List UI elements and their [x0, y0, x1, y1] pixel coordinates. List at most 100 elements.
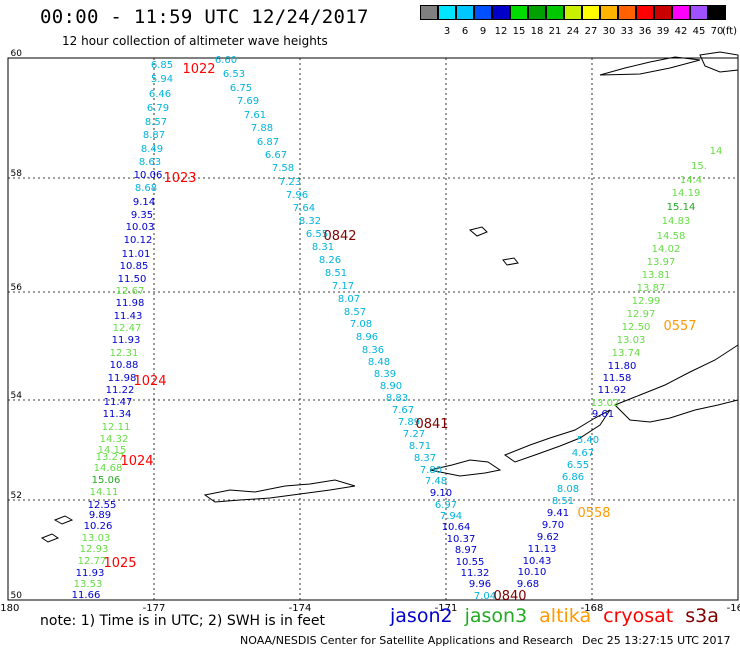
pass-time-label: 1024 — [133, 374, 166, 389]
wave-height-value: 7.96 — [286, 190, 308, 201]
wave-height-value: 6.75 — [230, 83, 252, 94]
wave-height-value: 12.47 — [113, 323, 142, 334]
wave-height-value: 8.31 — [312, 242, 334, 253]
mission-label: s3a — [685, 605, 719, 627]
wave-height-value: 12.93 — [80, 544, 109, 555]
wave-height-value: 9.41 — [547, 508, 569, 519]
wave-height-value: 14.15 — [98, 445, 127, 456]
land-outlines — [40, 51, 739, 543]
wave-height-value: 11.22 — [106, 385, 135, 396]
legend-value: 70 — [710, 26, 724, 37]
wave-height-value: 8.07 — [338, 294, 360, 305]
wave-height-value: 10.64 — [442, 522, 471, 533]
wave-height-value: 8.63 — [139, 157, 161, 168]
wave-height-value: 7.69 — [237, 96, 259, 107]
wave-height-value: 13.97 — [647, 257, 676, 268]
wave-height-value: 13.87 — [637, 283, 666, 294]
wave-height-value: 15. — [691, 161, 707, 172]
wave-height-value: 11.80 — [608, 361, 637, 372]
pass-time-label: 1023 — [163, 171, 196, 186]
wave-height-value: 6.86 — [562, 472, 584, 483]
legend-swatch — [618, 5, 636, 20]
wave-height-value: 7.67 — [392, 405, 414, 416]
wave-height-value: 6.97 — [435, 500, 457, 511]
wave-height-value: 8.51 — [552, 496, 574, 507]
mission-label: jason2 — [390, 605, 453, 627]
wave-height-value: 13.03 — [617, 335, 646, 346]
pass-time-label: 1025 — [103, 556, 136, 571]
legend-swatch — [456, 5, 474, 20]
pass-time-label: 0557 — [663, 319, 696, 334]
wave-height-value: 8.57 — [344, 307, 366, 318]
legend-swatch — [546, 5, 564, 20]
wave-height-value: 6.60 — [215, 55, 237, 66]
wave-height-value: 10.06 — [134, 170, 163, 181]
wave-height-value: 8.39 — [374, 369, 396, 380]
wave-height-value: 6.85 — [151, 60, 173, 71]
alaska-peninsula — [614, 344, 739, 423]
latitude-label: 60 — [11, 49, 23, 59]
wave-height-value: 8.97 — [455, 545, 477, 556]
wave-height-value: 13.53 — [74, 579, 103, 590]
wave-height-value: 4.67 — [572, 448, 594, 459]
altimeter-tracks: 6.85 5.94 6.46 6.79 8.57 8.87 8.49 8.63 10.06 8.6… — [72, 55, 723, 604]
wave-height-value: 8.48 — [368, 357, 390, 368]
wave-height-value: 9.62 — [537, 532, 559, 543]
wave-height-value: 11.66 — [72, 590, 101, 601]
wave-height-value: 14.58 — [657, 231, 686, 242]
wave-height-value: 7.58 — [272, 163, 294, 174]
mission-label: cryosat — [603, 605, 674, 627]
near-islands — [40, 515, 74, 543]
latitude-label: 52 — [11, 491, 22, 501]
wave-height-value: 6.55 — [567, 460, 589, 471]
legend-swatch — [492, 5, 510, 20]
legend-value: 3 — [443, 26, 451, 37]
wave-height-value: 11.34 — [103, 409, 132, 420]
pass-time-label: 0841 — [415, 417, 448, 432]
axis-labels: -180 -177 -174 -171 -168 -165 50 52 54 56 58 60 — [0, 49, 740, 614]
wave-height-value: 13.27 — [96, 452, 125, 463]
wave-height-value: 9.61 — [592, 409, 614, 420]
wave-height-value: 8.87 — [143, 130, 165, 141]
wave-height-value: 11.98 — [116, 298, 145, 309]
legend-unit: (ft) — [722, 26, 738, 37]
longitude-label: -165 — [727, 603, 740, 614]
pass-time-label: 0842 — [323, 229, 356, 244]
wave-height-value: 7.04 — [474, 591, 496, 602]
wave-height-value: 8.71 — [409, 441, 431, 452]
wave-height-value: 7.88 — [251, 123, 273, 134]
wave-height-value: 14.19 — [672, 188, 701, 199]
legend-value: 33 — [620, 26, 634, 37]
legend-swatch — [636, 5, 654, 20]
wave-height-value: 7.89 — [398, 417, 420, 428]
legend-value: 39 — [656, 26, 670, 37]
legend-swatch — [654, 5, 672, 20]
wave-height-value: 6.55 — [306, 229, 328, 240]
legend-swatch — [420, 5, 438, 20]
wave-height-value: 10.88 — [110, 360, 139, 371]
wave-height-value: 7.64 — [293, 203, 315, 214]
pribilof-island-1 — [468, 226, 488, 237]
wave-height-value: 10.43 — [523, 556, 552, 567]
wave-height-value: 10.12 — [124, 235, 153, 246]
wave-height-value: 8.90 — [380, 381, 402, 392]
latitude-label: 54 — [11, 391, 23, 401]
legend-swatch — [672, 5, 690, 20]
pribilof-island-2 — [502, 257, 519, 266]
wave-height-value: 8.49 — [141, 144, 163, 155]
wave-height-value: 10.85 — [120, 261, 149, 272]
wave-height-value: 12.11 — [102, 422, 131, 433]
generation-timestamp: Dec 25 13:27:15 UTC 2017 — [582, 634, 731, 647]
wave-height-value: 12.50 — [622, 322, 651, 333]
wave-height-value: 11.47 — [104, 397, 133, 408]
wave-height-value: 12.77 — [78, 556, 107, 567]
wave-height-value: 14.32 — [100, 434, 129, 445]
wave-height-value: 10.37 — [447, 534, 476, 545]
wave-height-value: 15.14 — [667, 202, 696, 213]
map-grid — [7, 57, 739, 601]
wave-height-value: 9.96 — [469, 579, 491, 590]
wave-height-value: 6.53 — [223, 69, 245, 80]
wave-height-value: 14 — [710, 146, 723, 157]
wave-height-value: 7.80 — [420, 465, 442, 476]
